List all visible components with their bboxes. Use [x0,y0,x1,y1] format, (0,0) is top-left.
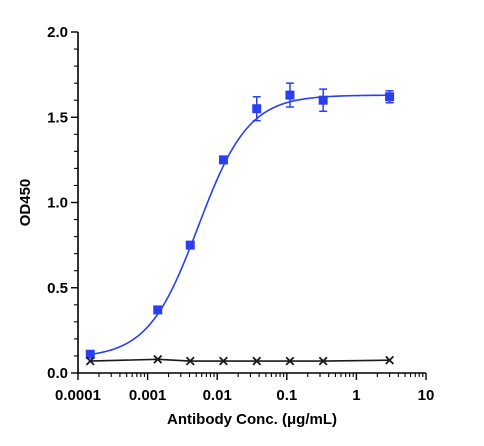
x-marker-stroke [285,356,295,366]
series-2-point [252,356,262,366]
x-marker-stroke [185,356,195,366]
x-tick-label: 0.1 [276,387,297,404]
y-tick-label: 2.0 [47,24,68,41]
ticks: 0.0 0.5 1.0 1.5 2.0 0.0001 0.001 0.01 0.1 1 10 [47,24,434,404]
data-markers [85,90,395,366]
series-1-point [252,104,262,114]
y-tick-label: 1.5 [47,109,68,126]
series-2-fit-curve [90,358,390,362]
x-marker-stroke [318,356,328,366]
series-1-point [185,240,195,250]
x-marker-stroke [252,356,262,366]
series-1-point [318,95,328,105]
x-tick-label: 10 [418,387,435,404]
series-2-point [85,356,95,366]
series-2-point [285,356,295,366]
series-2-point [219,356,228,366]
error-bars [86,82,394,359]
series-2-point [185,356,195,366]
series-1-point [385,92,395,102]
fit-curves [90,94,390,362]
x-tick-label: 0.0001 [55,387,101,404]
x-marker-stroke [85,356,95,366]
x-tick-label: 0.001 [129,387,167,404]
y-tick-label: 0.5 [47,280,68,297]
x-marker-stroke [385,355,395,365]
x-marker-stroke [219,356,228,366]
y-tick-label: 0.0 [47,365,68,382]
series-2-point [318,356,328,366]
x-tick-label: 1 [352,387,360,404]
series-1-point [85,349,95,359]
y-tick-label: 1.0 [47,195,68,212]
series-2-point [153,354,163,364]
series-1-point [285,90,295,100]
y-axis-title: OD450 [17,179,34,227]
series-1-point [218,155,228,165]
x-axis-title: Antibody Conc. (μg/mL) [167,411,337,428]
x-marker-stroke [153,354,163,364]
series-1-point [153,305,163,315]
series-2-point [385,355,395,365]
series-1-fit-curve [90,94,390,356]
axes [77,32,426,374]
x-tick-label: 0.01 [203,387,232,404]
